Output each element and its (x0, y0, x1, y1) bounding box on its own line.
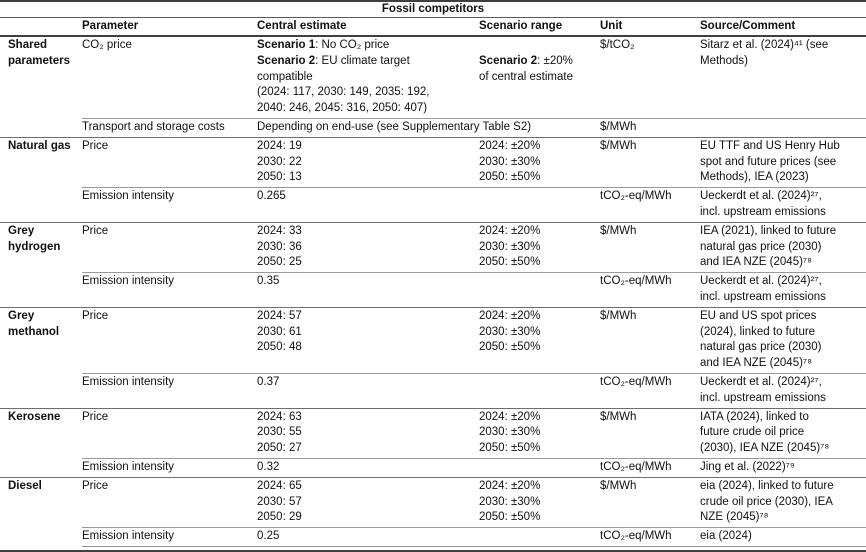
table-header-row: Parameter Central estimate Scenario rang… (0, 17, 866, 37)
scenario-range-cell: Scenario 2: ±20% of central estimate (479, 36, 600, 118)
row-grey-methanol-price: Grey methanol Price 2024: 57 2030: 61 20… (0, 306, 866, 409)
header-central-estimate: Central estimate (257, 17, 479, 37)
scenario-range-cell: 2024: ±20% 2030: ±30% 2050: ±50% (479, 221, 600, 273)
group-cell-natural-gas: Natural gas (0, 136, 82, 223)
source-cell: Jing et al. (2022)⁷⁹ (700, 457, 866, 478)
header-unit: Unit (600, 17, 700, 37)
parameter-cell: Price (82, 221, 257, 273)
central-estimate-cell: 0.35 (257, 272, 479, 308)
source-cell: eia (2024) (700, 527, 866, 547)
parameter-cell: Emission intensity (82, 372, 257, 409)
scenario-range-cell: 2024: ±20% 2030: ±30% 2050: ±50% (479, 136, 600, 188)
scenario-2-label: Scenario 2 (257, 54, 316, 67)
scenario-range-cell (479, 187, 600, 223)
parameter-cell: CO₂ price (82, 39, 132, 51)
group-cell-shared-parameters: Shared parameters (8, 39, 71, 67)
parameter-cell: Emission intensity (82, 457, 257, 478)
table-title-row: Fossil competitors (0, 1, 866, 18)
central-estimate-cell: 2024: 19 2030: 22 2050: 13 (257, 136, 479, 188)
central-estimate-cell: 2024: 33 2030: 36 2050: 25 (257, 221, 479, 273)
header-scenario-range: Scenario range (479, 17, 600, 37)
row-natural-gas-price: Natural gas Price 2024: 19 2030: 22 2050… (0, 136, 866, 223)
central-estimate-cell: 2024: 65 2030: 57 2050: 29 (257, 476, 479, 528)
header-parameter: Parameter (82, 17, 257, 37)
central-estimate-cell: 2024: 57 2030: 61 2050: 48 (257, 306, 479, 374)
table-title: Fossil competitors (0, 1, 866, 18)
central-estimate-cell: 0.265 (257, 187, 479, 223)
central-estimate-cell: 2024: 63 2030: 55 2050: 27 (257, 407, 479, 459)
unit-cell: $/MWh (600, 407, 700, 459)
row-grey-hydrogen-price: Grey hydrogen Price 2024: 33 2030: 36 20… (0, 221, 866, 308)
unit-cell: $/MWh (600, 476, 700, 528)
unit-cell: tCO₂-eq/MWh (600, 272, 700, 308)
parameter-cell: Transport and storage costs (82, 117, 257, 138)
scenario-range-cell (479, 457, 600, 478)
parameter-cell: Price (82, 136, 257, 188)
spacer (479, 38, 594, 54)
group-cell-kerosene: Kerosene (0, 407, 82, 478)
group-cell-diesel: Diesel (0, 476, 82, 547)
unit-cell: tCO₂-eq/MWh (600, 527, 700, 547)
parameter-cell: Price (82, 407, 257, 459)
source-cell: EU TTF and US Henry Hub spot and future … (700, 136, 866, 188)
row-shared-co2-price: Shared parameters CO₂ price Scenario 1: … (0, 36, 866, 118)
scenario-range-cell (479, 527, 600, 547)
row-grey-methanol-emission: Emission intensity 0.37 tCO₂-eq/MWh Ueck… (0, 372, 866, 409)
central-estimate-cell: 0.32 (257, 457, 479, 478)
header-source-comment: Source/Comment (700, 17, 866, 37)
scenario-range-cell: 2024: ±20% 2030: ±30% 2050: ±50% (479, 407, 600, 459)
source-cell: Ueckerdt et al. (2024)²⁷, incl. upstream… (700, 187, 866, 223)
row-diesel-price: Diesel Price 2024: 65 2030: 57 2050: 29 … (0, 476, 866, 547)
group-cell-grey-methanol: Grey methanol (0, 306, 82, 409)
scenario-2-label: Scenario 2 (479, 54, 538, 67)
source-cell: eia (2024), linked to future crude oil p… (700, 476, 866, 528)
parameter-cell: Price (82, 306, 257, 374)
central-estimate-cell: Scenario 1: No CO₂ price Scenario 2: EU … (257, 39, 430, 115)
scenario-range-cell (479, 372, 600, 409)
central-estimate-cell: Depending on end-use (see Supplementary … (257, 117, 600, 138)
parameter-cell: Emission intensity (82, 527, 257, 547)
scenario-range-cell (479, 272, 600, 308)
row-grey-hydrogen-emission: Emission intensity 0.35 tCO₂-eq/MWh Ueck… (0, 272, 866, 308)
central-estimate-cell: 0.25 (257, 527, 479, 547)
row-diesel-emission: Emission intensity 0.25 tCO₂-eq/MWh eia … (0, 527, 866, 547)
source-cell: EU and US spot prices (2024), linked to … (700, 306, 866, 374)
source-cell: Sitarz et al. (2024)⁴¹ (see Methods) (700, 39, 829, 67)
group-cell-grey-hydrogen: Grey hydrogen (0, 221, 82, 308)
unit-cell: $/MWh (600, 221, 700, 273)
row-shared-transport-storage: Transport and storage costs Depending on… (0, 117, 866, 138)
source-cell: Ueckerdt et al. (2024)²⁷, incl. upstream… (700, 272, 866, 308)
unit-cell: tCO₂-eq/MWh (600, 457, 700, 478)
header-group (0, 17, 82, 37)
scenario-range-cell: 2024: ±20% 2030: ±30% 2050: ±50% (479, 476, 600, 528)
unit-cell: $/MWh (600, 136, 700, 188)
parameter-cell: Emission intensity (82, 187, 257, 223)
source-cell: IEA (2021), linked to future natural gas… (700, 221, 866, 273)
central-estimate-cell: 0.37 (257, 372, 479, 409)
row-natural-gas-emission: Emission intensity 0.265 tCO₂-eq/MWh Uec… (0, 187, 866, 223)
row-kerosene-emission: Emission intensity 0.32 tCO₂-eq/MWh Jing… (0, 457, 866, 478)
source-cell: IATA (2024), linked to future crude oil … (700, 407, 866, 459)
scenario-1-label: Scenario 1 (257, 39, 316, 51)
source-cell: Ueckerdt et al. (2024)²⁷, incl. upstream… (700, 372, 866, 409)
source-cell (700, 117, 866, 138)
unit-cell: $/tCO₂ (600, 39, 635, 51)
parameter-cell: Price (82, 476, 257, 528)
scenario-range-cell: 2024: ±20% 2030: ±30% 2050: ±50% (479, 306, 600, 374)
unit-cell: tCO₂-eq/MWh (600, 372, 700, 409)
parameter-cell: Emission intensity (82, 272, 257, 308)
unit-cell: tCO₂-eq/MWh (600, 187, 700, 223)
row-kerosene-price: Kerosene Price 2024: 63 2030: 55 2050: 2… (0, 407, 866, 478)
unit-cell: $/MWh (600, 306, 700, 374)
unit-cell: $/MWh (600, 117, 700, 138)
